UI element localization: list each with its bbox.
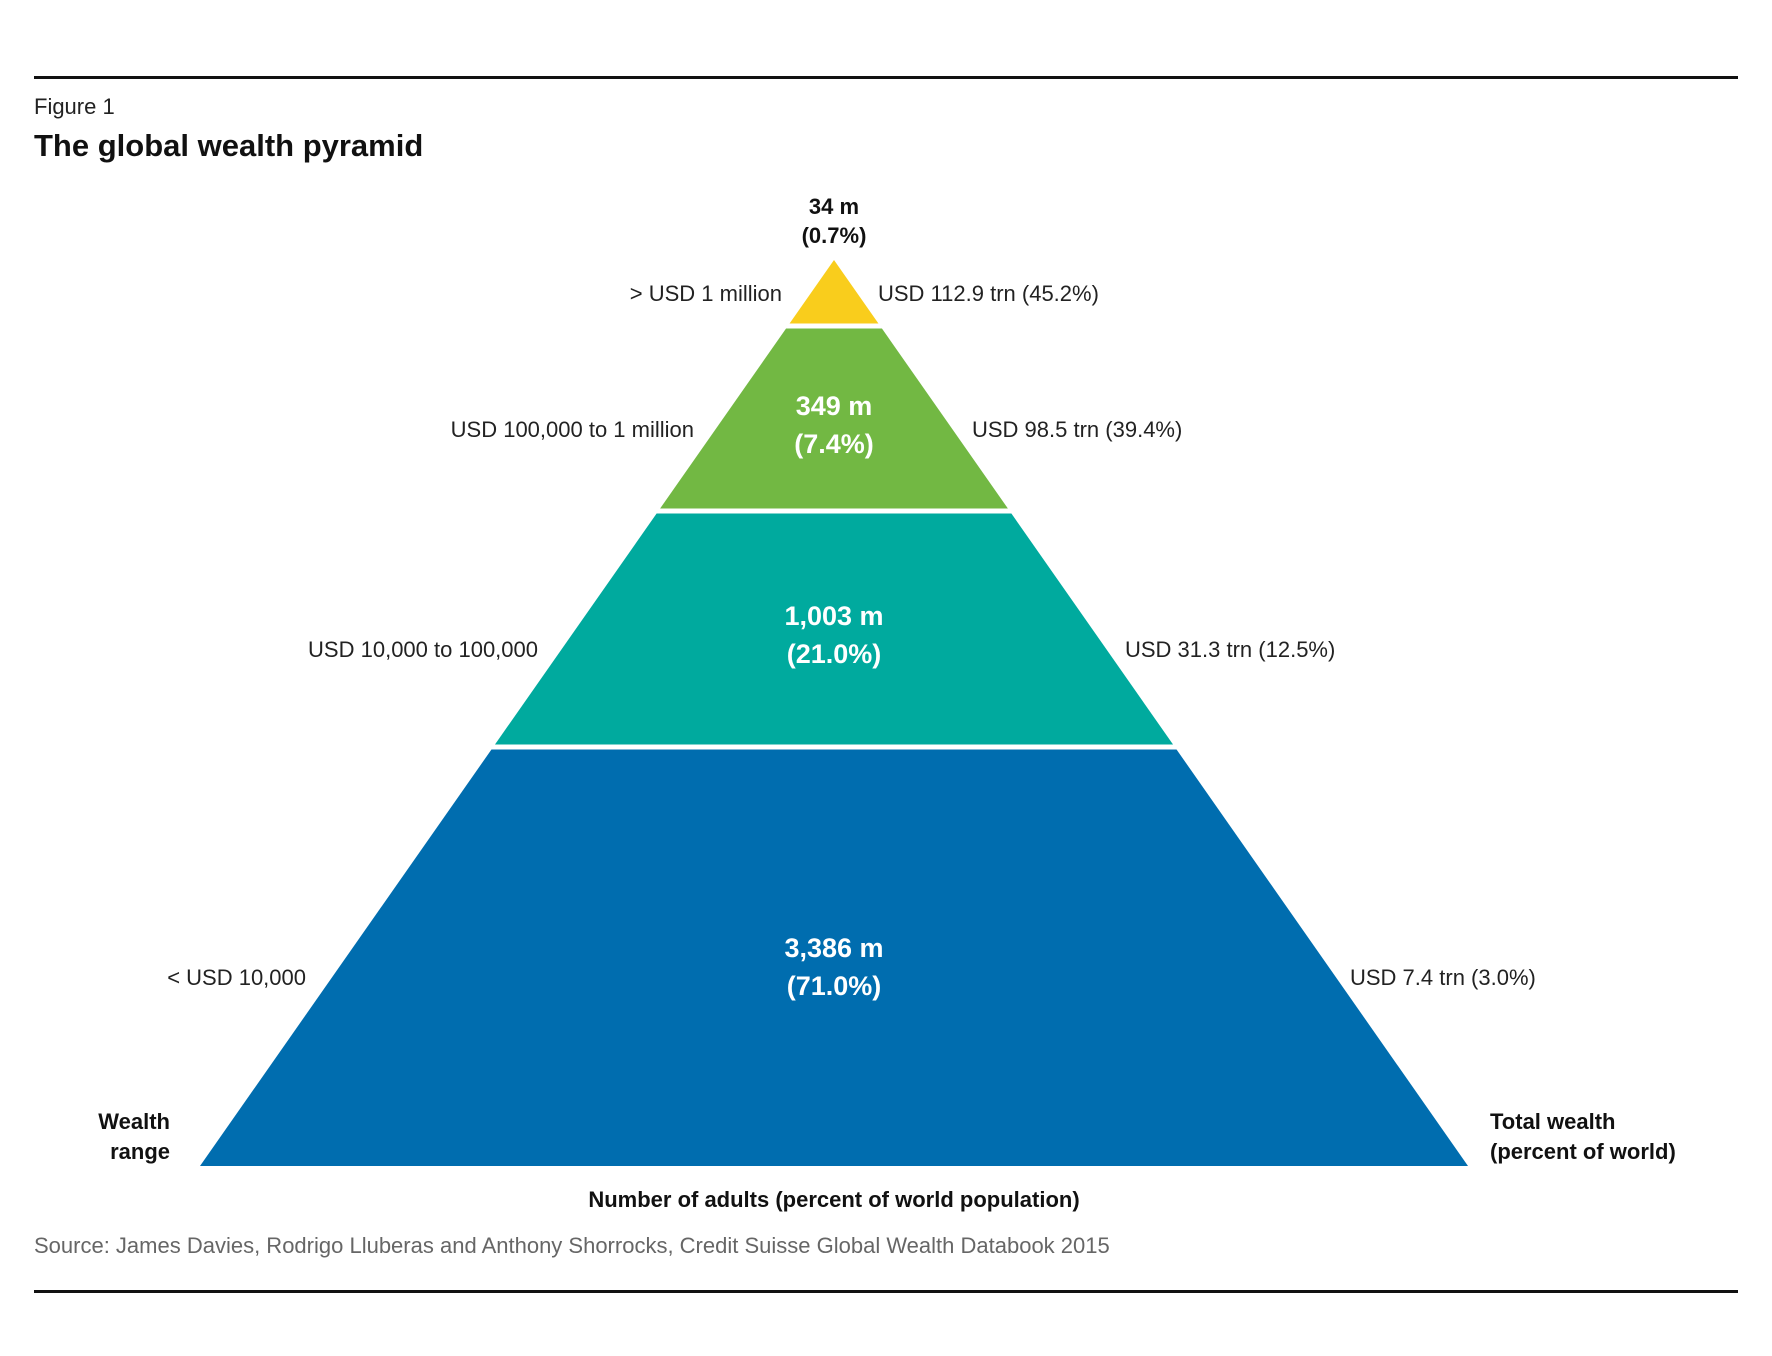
tier-2-total-wealth: USD 31.3 trn (12.5%) (1125, 637, 1335, 662)
bottom-rule (34, 1290, 1738, 1293)
tier-3-total-wealth: USD 7.4 trn (3.0%) (1350, 965, 1536, 990)
tier-0-adults: 34 m (809, 194, 859, 219)
tier-2-wealth-range: USD 10,000 to 100,000 (308, 637, 538, 662)
left-axis-title-line2: range (110, 1139, 170, 1164)
figure-label: Figure 1 (34, 94, 115, 119)
bottom-axis-title: Number of adults (percent of world popul… (588, 1187, 1079, 1212)
tier-10k-100k (494, 513, 1174, 745)
tier-3-adults: 3,386 m (784, 933, 883, 963)
source-note: Source: James Davies, Rodrigo Lluberas a… (34, 1233, 1110, 1258)
tier-100k-1m (660, 328, 1008, 509)
tier-1-total-wealth: USD 98.5 trn (39.4%) (972, 417, 1182, 442)
right-axis-title-line1: Total wealth (1490, 1109, 1616, 1134)
tier-0-total-wealth: USD 112.9 trn (45.2%) (878, 281, 1099, 306)
tier-3-adults-pct: (71.0%) (787, 971, 882, 1001)
tier-0-adults-pct: (0.7%) (802, 223, 867, 248)
tier-2-adults: 1,003 m (784, 601, 883, 631)
figure-title: The global wealth pyramid (34, 128, 424, 163)
tier-1-wealth-range: USD 100,000 to 1 million (451, 417, 694, 442)
tier-top-millionaires (789, 260, 879, 324)
top-rule (34, 76, 1738, 79)
right-axis-title-line2: (percent of world) (1490, 1139, 1676, 1164)
tier-under-10k (200, 749, 1468, 1166)
tier-2-adults-pct: (21.0%) (787, 639, 882, 669)
left-axis-title-line1: Wealth (98, 1109, 170, 1134)
tier-3-wealth-range: < USD 10,000 (167, 965, 306, 990)
tier-1-adults: 349 m (796, 391, 873, 421)
tier-0-wealth-range: > USD 1 million (630, 281, 782, 306)
tier-1-adults-pct: (7.4%) (794, 429, 874, 459)
